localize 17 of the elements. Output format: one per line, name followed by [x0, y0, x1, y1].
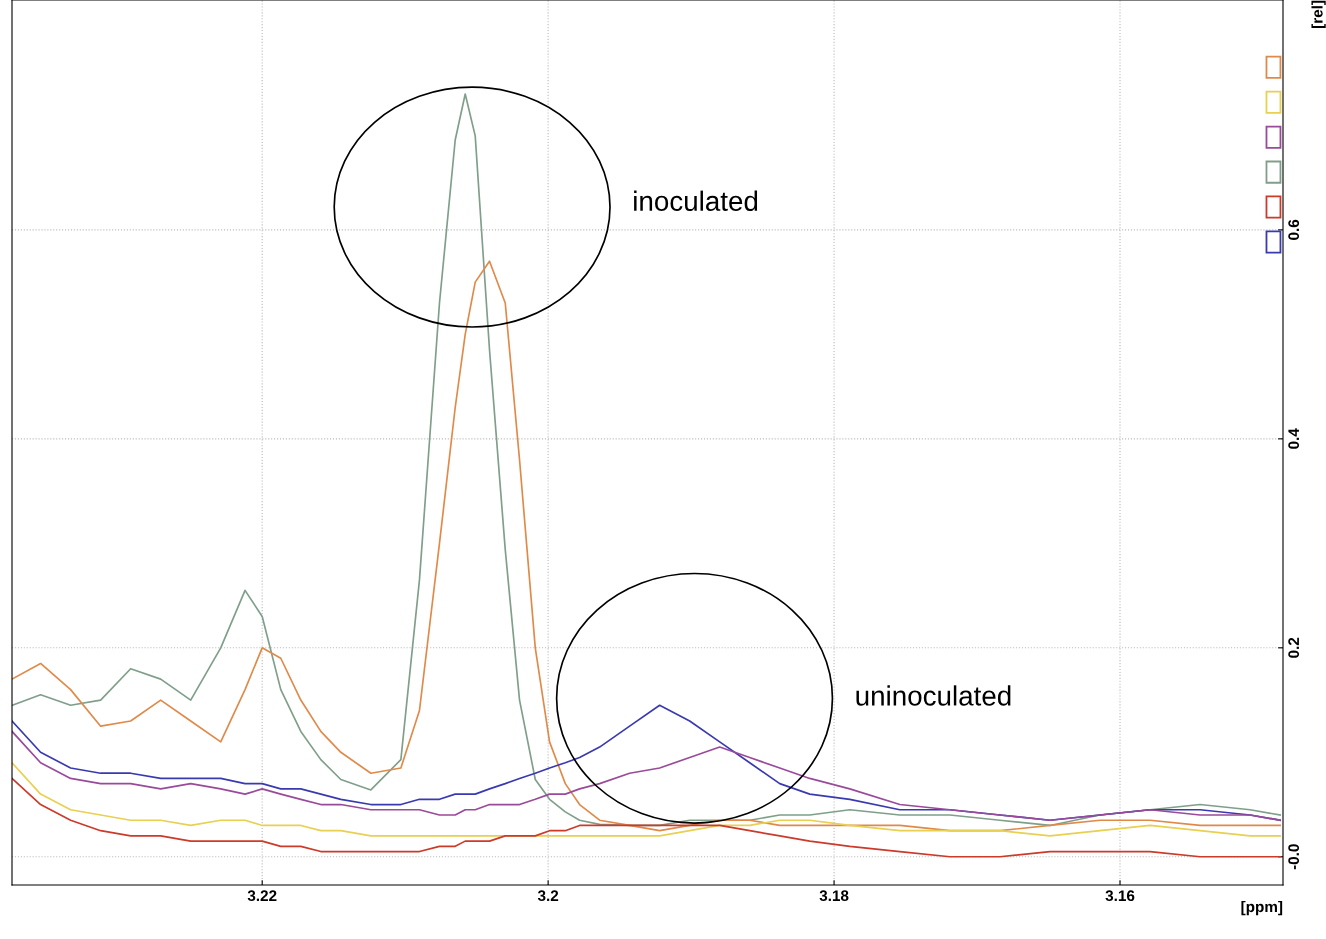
x-axis-title: [ppm] [1241, 900, 1283, 916]
y-tick-label: 0.6 [1288, 219, 1300, 240]
x-tick-label: 3.18 [819, 890, 849, 902]
line-series [12, 777, 1281, 858]
y-axis-title: [rel] [1311, 0, 1326, 28]
line-series [12, 93, 1281, 827]
x-tick-label: 3.16 [1105, 890, 1135, 902]
x-tick-label: 3.22 [247, 890, 277, 902]
annotation: inoculated [634, 190, 758, 212]
y-tick-label: 0.2 [1288, 637, 1300, 658]
annotation: uninoculated [856, 685, 1011, 706]
y-tick-label: -0.0 [1288, 844, 1300, 870]
line-series [12, 761, 1281, 837]
x-tick-label: 3.2 [537, 890, 559, 902]
line-series [12, 260, 1281, 832]
y-tick-label: 0.4 [1288, 428, 1300, 449]
line-series [12, 730, 1281, 822]
